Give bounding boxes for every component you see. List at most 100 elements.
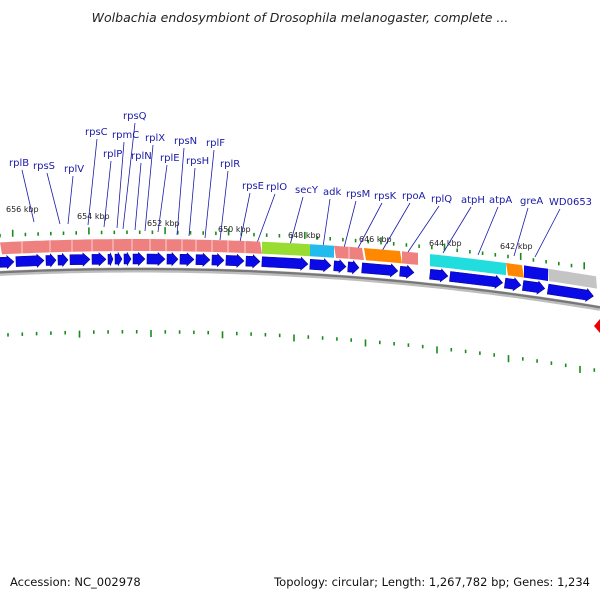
kbp-label: 646 kbp bbox=[359, 235, 392, 244]
gene-label-rplO[interactable]: rplO bbox=[266, 182, 287, 193]
label-leader bbox=[256, 193, 276, 244]
band-other bbox=[548, 268, 597, 289]
cds-arrow bbox=[546, 283, 594, 303]
gene-label-greA[interactable]: greA bbox=[520, 196, 543, 207]
label-leader bbox=[289, 196, 304, 246]
gene-label-WD0653[interactable]: WD0653 bbox=[549, 197, 592, 208]
gene-labels: rplB rpsS rplV rpsC rplP rpmC rpsQ rplN rplX rplE… bbox=[9, 111, 600, 333]
label-leader bbox=[356, 202, 383, 251]
gene-label-rplQ[interactable]: rplQ bbox=[431, 194, 452, 205]
cds-arrow bbox=[333, 259, 347, 274]
gene-label-rpsE[interactable]: rpsE bbox=[242, 181, 264, 192]
gene-label-rpmC[interactable]: rpmC bbox=[112, 130, 139, 141]
band-rpoA bbox=[364, 248, 402, 264]
cds-arrow bbox=[261, 256, 309, 271]
band-ribosomal-proteins bbox=[0, 239, 262, 255]
label-leader bbox=[103, 160, 112, 228]
label-leader bbox=[442, 206, 472, 254]
cds-arrow bbox=[15, 253, 45, 268]
band-secY bbox=[262, 241, 310, 257]
gene-label-rplB[interactable]: rplB bbox=[9, 158, 29, 169]
cds-arrow bbox=[45, 253, 57, 268]
gene-label-rplP[interactable]: rplP bbox=[103, 149, 122, 160]
cds-arrow bbox=[195, 252, 211, 267]
kbp-label: 650 kbp bbox=[218, 225, 251, 234]
gene-label-rpsC[interactable]: rpsC bbox=[85, 127, 108, 138]
cds-arrow bbox=[211, 253, 225, 268]
kbp-label: 654 kbp bbox=[77, 212, 110, 221]
cds-arrow bbox=[107, 252, 114, 266]
cds-arrow bbox=[449, 271, 503, 289]
label-leader bbox=[46, 172, 61, 225]
kbp-label: 648 kbp bbox=[288, 231, 321, 240]
cds-arrow bbox=[57, 252, 69, 268]
cds-arrow bbox=[179, 252, 195, 267]
label-leader bbox=[343, 200, 357, 249]
label-leader bbox=[116, 141, 125, 229]
label-leader bbox=[477, 206, 499, 256]
edge-marker-icon bbox=[594, 319, 600, 333]
gene-label-rpsQ[interactable]: rpsQ bbox=[123, 111, 147, 122]
label-leader bbox=[134, 162, 142, 231]
gene-label-rpsN[interactable]: rpsN bbox=[174, 136, 197, 147]
label-leader bbox=[204, 149, 215, 239]
kbp-label: 644 kbp bbox=[429, 239, 462, 248]
label-leader bbox=[534, 208, 561, 258]
label-leader bbox=[407, 205, 440, 253]
band-rplQ bbox=[402, 251, 418, 265]
kbp-label: 642 kbp bbox=[500, 242, 533, 251]
band-greA bbox=[506, 263, 524, 278]
cds-arrows bbox=[0, 251, 594, 303]
gene-label-rpsM[interactable]: rpsM bbox=[346, 189, 370, 200]
band-atp bbox=[430, 254, 506, 276]
cds-arrow bbox=[361, 262, 399, 278]
label-leader bbox=[322, 198, 331, 248]
gene-label-rpoA[interactable]: rpoA bbox=[402, 191, 426, 202]
gene-label-rpsH[interactable]: rpsH bbox=[186, 156, 209, 167]
cds-arrow bbox=[245, 254, 261, 269]
gene-label-rpsS[interactable]: rpsS bbox=[33, 161, 55, 172]
backbone-shadow bbox=[0, 267, 600, 311]
label-leader bbox=[21, 169, 35, 223]
gene-label-atpA[interactable]: atpA bbox=[489, 195, 512, 206]
genome-summary: Topology: circular; Length: 1,267,782 bp… bbox=[274, 575, 590, 589]
gene-label-rpsK[interactable]: rpsK bbox=[374, 191, 397, 202]
gene-label-rplR[interactable]: rplR bbox=[220, 159, 240, 170]
map-title: Wolbachia endosymbiont of Drosophila mel… bbox=[91, 10, 509, 25]
cds-arrow bbox=[146, 251, 166, 267]
cds-arrow bbox=[347, 260, 360, 275]
cds-arrow bbox=[429, 268, 449, 283]
label-leader bbox=[188, 167, 196, 237]
cds-arrow bbox=[114, 251, 123, 267]
kbp-label: 656 kbp bbox=[6, 205, 39, 214]
gene-label-rplE[interactable]: rplE bbox=[160, 153, 180, 164]
cds-arrow bbox=[132, 251, 146, 267]
gene-label-rplV[interactable]: rplV bbox=[64, 164, 84, 175]
cds-arrow bbox=[504, 277, 522, 292]
cds-arrow bbox=[399, 264, 415, 279]
label-leader bbox=[219, 170, 229, 241]
gene-label-rplN[interactable]: rplN bbox=[131, 151, 152, 162]
cds-arrow bbox=[166, 252, 179, 267]
kbp-axis: 656 kbp 654 kbp 652 kbp 650 kbp 648 kbp 646 k… bbox=[0, 205, 596, 373]
accession-text: Accession: NC_002978 bbox=[10, 575, 141, 589]
label-leader bbox=[87, 138, 98, 226]
gene-label-adk[interactable]: adk bbox=[323, 187, 341, 198]
gene-label-atpH[interactable]: atpH bbox=[461, 195, 485, 206]
cds-arrow bbox=[309, 258, 332, 273]
cds-arrow bbox=[522, 280, 546, 295]
label-leader bbox=[67, 175, 74, 225]
label-leader bbox=[381, 202, 411, 252]
gene-label-secY[interactable]: secY bbox=[295, 185, 319, 196]
gene-label-rplX[interactable]: rplX bbox=[145, 133, 165, 144]
gene-label-rplF[interactable]: rplF bbox=[206, 138, 225, 149]
label-leader bbox=[176, 147, 185, 236]
backbone-line bbox=[0, 267, 600, 309]
label-leader bbox=[513, 207, 529, 257]
label-leader bbox=[239, 192, 251, 243]
label-leader bbox=[157, 164, 168, 233]
cds-arrow bbox=[91, 252, 107, 267]
cds-arrow bbox=[225, 253, 245, 268]
kbp-label: 652 kbp bbox=[147, 219, 180, 228]
